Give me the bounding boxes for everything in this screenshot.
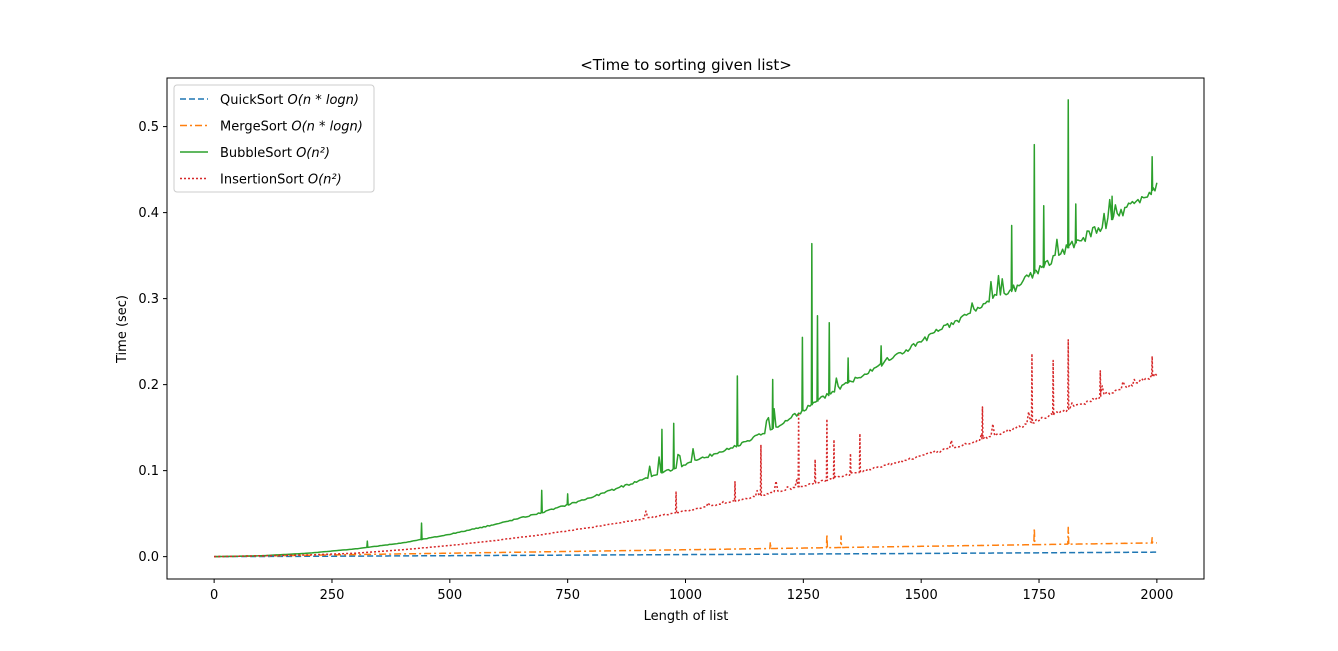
series-line-insertionsort <box>214 339 1158 558</box>
y-axis-label: Time (sec) <box>115 295 130 364</box>
chart-title: <Time to sorting given list> <box>580 56 792 74</box>
x-tick-label: 250 <box>320 588 345 603</box>
plot-area <box>214 99 1158 558</box>
legend-label: MergeSort O(n * logn) <box>220 120 363 135</box>
legend-label-text: InsertionSort <box>220 173 308 188</box>
legend-label-math: O(n²) <box>308 173 342 188</box>
y-tick-label: 0.0 <box>138 550 159 565</box>
legend-label: BubbleSort O(n²) <box>220 146 330 161</box>
legend-label: QuickSort O(n * logn) <box>220 93 359 108</box>
y-tick-label: 0.5 <box>138 120 159 135</box>
y-tick-label: 0.4 <box>138 206 159 221</box>
legend-label-text: MergeSort <box>220 120 291 135</box>
x-tick-label: 1750 <box>1022 588 1055 603</box>
x-tick-label: 500 <box>437 588 462 603</box>
legend-label-math: O(n²) <box>296 146 330 161</box>
x-axis-label: Length of list <box>644 609 729 624</box>
series-line-mergesort <box>214 526 1157 558</box>
legend-label-math: O(n * logn) <box>288 93 359 108</box>
y-tick-label: 0.2 <box>138 378 159 393</box>
x-tick-label: 1000 <box>669 588 702 603</box>
x-tick-label: 1250 <box>787 588 820 603</box>
legend: QuickSort O(n * logn)MergeSort O(n * log… <box>173 84 375 193</box>
legend-label-text: BubbleSort <box>220 146 296 161</box>
y-tick-label: 0.3 <box>138 292 159 307</box>
series-line-bubblesort <box>214 99 1158 558</box>
legend-box <box>173 84 375 193</box>
legend-label: InsertionSort O(n²) <box>220 173 342 188</box>
y-axis: 0.0 0.1 0.2 0.3 0.4 0.5 <box>138 120 167 565</box>
series-line-quicksort <box>214 551 1157 558</box>
legend-label-math: O(n * logn) <box>291 120 362 135</box>
x-tick-label: 1500 <box>905 588 938 603</box>
x-tick-label: 0 <box>210 588 218 603</box>
x-tick-label: 750 <box>555 588 580 603</box>
y-tick-label: 0.1 <box>138 464 159 479</box>
x-axis: 0 250 500 750 1000 1250 1500 1750 2000 <box>210 579 1173 603</box>
x-tick-label: 2000 <box>1140 588 1173 603</box>
legend-label-text: QuickSort <box>220 93 288 108</box>
